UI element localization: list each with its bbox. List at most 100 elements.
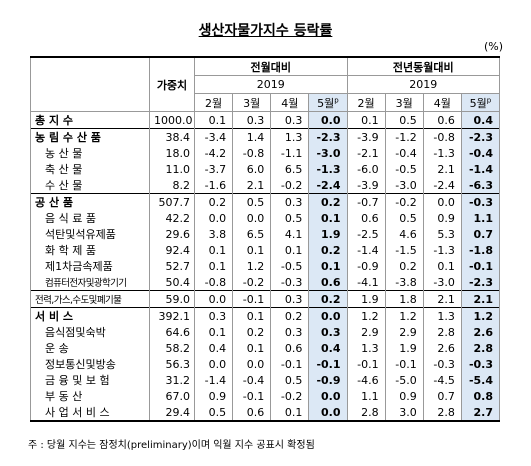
value-cell: -0.4 <box>460 145 501 161</box>
value-cell: 0.9 <box>384 388 424 404</box>
group-header: 전월대비 <box>194 56 348 76</box>
value-cell: -2.3 <box>460 128 501 145</box>
value-cell: 0.3 <box>270 290 310 308</box>
table-body: 총 지 수 1000.0 0.1 0.3 0.3 0.0 0.1 0.5 0.6 0.4 농 림 수… <box>30 111 501 422</box>
value-cell: 1.2 <box>384 307 424 324</box>
footnote: 주 : 당월 지수는 잠정치(preliminary)이며 익월 지수 공표시 … <box>28 440 315 451</box>
value-cell: 0.5 <box>384 210 424 226</box>
table-row: 총 지 수 1000.0 0.1 0.3 0.3 0.0 0.1 0.5 0.6 0.4 <box>30 111 501 129</box>
value-cell: -0.2 <box>232 274 272 291</box>
weight-cell: 50.4 <box>149 274 195 291</box>
value-cell: 2.9 <box>384 324 424 340</box>
value-cell: -2.1 <box>346 145 386 161</box>
row-label: 서 비 스 <box>30 307 150 324</box>
value-cell: 2.8 <box>422 324 462 340</box>
value-cell: 0.2 <box>193 193 234 210</box>
unit: (%) <box>483 40 503 53</box>
value-cell: 0.1 <box>270 404 310 422</box>
weight-cell: 392.1 <box>149 307 195 324</box>
header-row: 가중치 전월대비 전년동월대비 <box>30 56 500 112</box>
value-cell: 2.6 <box>422 340 462 356</box>
value-cell: -1.3 <box>422 242 462 258</box>
value-cell: -3.0 <box>308 145 348 161</box>
value-cell: 0.9 <box>193 388 234 404</box>
weight-cell: 56.3 <box>149 356 195 372</box>
value-cell: 0.1 <box>308 258 348 274</box>
value-cell: 0.7 <box>460 226 501 242</box>
value-cell: 0.0 <box>308 307 348 324</box>
value-cell: 0.4 <box>193 340 234 356</box>
weight-cell: 507.7 <box>149 193 195 210</box>
value-cell: 1.9 <box>308 226 348 242</box>
value-cell: -0.2 <box>270 388 310 404</box>
value-cell: -0.3 <box>460 356 501 372</box>
weight-cell: 92.4 <box>149 242 195 258</box>
weight-cell: 11.0 <box>149 161 195 177</box>
value-cell: -3.0 <box>422 274 462 291</box>
weight-cell: 59.0 <box>149 290 195 308</box>
row-label: 축 산 물 <box>30 161 150 177</box>
value-cell: 0.1 <box>193 324 234 340</box>
value-cell: 1.9 <box>384 340 424 356</box>
row-label: 석탄및석유제품 <box>30 226 150 242</box>
value-cell: 0.2 <box>308 193 348 210</box>
row-label: 음식점및숙박 <box>30 324 150 340</box>
value-cell: 2.9 <box>346 324 386 340</box>
value-cell: 0.3 <box>308 324 348 340</box>
value-cell: -5.0 <box>384 372 424 388</box>
row-label: 사 업 서 비 스 <box>30 404 150 422</box>
value-cell: -0.4 <box>232 372 272 388</box>
table: 가중치 전월대비 전년동월대비 2019 2019 2월 3월 4월 5월p 2월 3월 4월 5월p … <box>30 56 501 422</box>
value-cell: -0.5 <box>384 161 424 177</box>
value-cell: 5.3 <box>422 226 462 242</box>
table-row: 서 비 스 392.1 0.3 0.1 0.2 0.0 1.2 1.2 1.3 1.2 <box>30 307 501 324</box>
value-cell: 1.3 <box>270 128 310 145</box>
value-cell: 2.8 <box>460 340 501 356</box>
table-row: 농 산 물 18.0 -4.2 -0.8 -1.1 -3.0 -2.1 -0.4 -1.3 -0.… <box>30 145 501 161</box>
value-cell: -0.8 <box>422 128 462 145</box>
table-row: 정보통신및방송 56.3 0.0 0.0 -0.1 -0.1 -0.1 -0.1 -0.3 -0.… <box>30 356 501 372</box>
row-label: 수 산 물 <box>30 177 150 194</box>
value-cell: -2.3 <box>308 128 348 145</box>
weight-header: 가중치 <box>149 56 195 112</box>
value-cell: 0.1 <box>232 307 272 324</box>
prelim-mark: p <box>486 95 492 104</box>
value-cell: -2.5 <box>346 226 386 242</box>
value-cell: 0.0 <box>308 404 348 422</box>
table-row: 석탄및석유제품 29.6 3.8 6.5 4.1 1.9 -2.5 4.6 5.3 0.7 <box>30 226 501 242</box>
weight-cell: 38.4 <box>149 128 195 145</box>
value-cell: -0.9 <box>346 258 386 274</box>
table-row: 사 업 서 비 스 29.4 0.5 0.6 0.1 0.0 2.8 3.0 2.8 2.7 <box>30 404 501 422</box>
value-cell: -0.1 <box>346 356 386 372</box>
value-cell: -6.3 <box>460 177 501 194</box>
value-cell: -0.9 <box>308 372 348 388</box>
value-cell: 6.5 <box>232 226 272 242</box>
value-cell: 0.7 <box>422 388 462 404</box>
value-cell: -3.9 <box>346 128 386 145</box>
value-cell: 0.1 <box>193 242 234 258</box>
month-header: 4월 <box>270 93 310 112</box>
value-cell: 0.6 <box>308 274 348 291</box>
value-cell: 0.3 <box>270 193 310 210</box>
value-cell: 0.6 <box>270 340 310 356</box>
value-cell: 1.4 <box>232 128 272 145</box>
table-row: 음식점및숙박 64.6 0.1 0.2 0.3 0.3 2.9 2.9 2.8 2.6 <box>30 324 501 340</box>
value-cell: -0.1 <box>308 356 348 372</box>
value-cell: 1.3 <box>346 340 386 356</box>
row-label: 농 산 물 <box>30 145 150 161</box>
value-cell: 1.3 <box>422 307 462 324</box>
value-cell: 0.5 <box>270 372 310 388</box>
value-cell: -1.8 <box>460 242 501 258</box>
value-cell: 0.8 <box>460 388 501 404</box>
weight-cell: 31.2 <box>149 372 195 388</box>
value-cell: 0.1 <box>308 210 348 226</box>
weight-cell: 52.7 <box>149 258 195 274</box>
row-label: 제1차금속제품 <box>30 258 150 274</box>
weight-cell: 1000.0 <box>149 111 195 129</box>
row-label: 화 학 제 품 <box>30 242 150 258</box>
value-cell: 0.9 <box>422 210 462 226</box>
year-header: 2019 <box>346 75 500 94</box>
value-cell: -0.4 <box>384 145 424 161</box>
value-cell: -0.1 <box>232 388 272 404</box>
value-cell: 2.8 <box>346 404 386 422</box>
